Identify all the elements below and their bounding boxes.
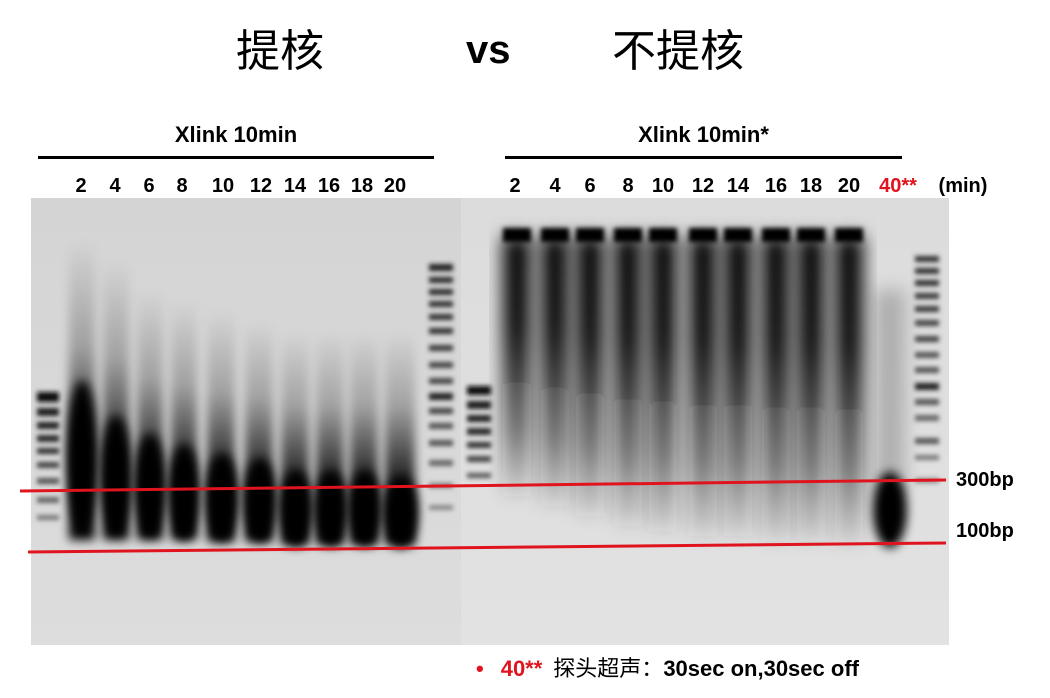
right-lane-label: 12 (691, 175, 715, 197)
marker-300bp: 300bp (956, 469, 1014, 491)
left-lane-label: 8 (176, 175, 188, 197)
marker-100bp: 100bp (956, 520, 1014, 542)
footnote-description: 探头超声： (553, 657, 664, 682)
right-lane-label: 8 (622, 175, 634, 197)
upper-size-line (19, 478, 947, 493)
right-lane-label: 6 (584, 175, 596, 197)
right-lane-label: 4 (549, 175, 561, 197)
lower-size-line (27, 541, 947, 554)
footnote-bullet: • (476, 656, 484, 681)
vs-label: vs (466, 28, 511, 72)
right-lane-label: 16 (764, 175, 788, 197)
left-lane-label: 18 (350, 175, 374, 197)
left-lane-label: 14 (283, 175, 307, 197)
left-lane-label: 4 (109, 175, 121, 197)
left-lane-label: 12 (249, 175, 273, 197)
left-group-bar (38, 156, 434, 159)
right-lane-label: 2 (509, 175, 521, 197)
right-title: 不提核 (612, 26, 744, 77)
left-group-label: Xlink 10min (174, 122, 298, 147)
right-group-label: Xlink 10min* (638, 122, 769, 147)
left-lane-label: 20 (383, 175, 407, 197)
left-lane-label: 6 (143, 175, 155, 197)
right-lane-label: 18 (799, 175, 823, 197)
footnote: • 40** 探头超声：30sec on,30sec off (476, 658, 859, 681)
left-lane-label: 16 (317, 175, 341, 197)
right-lane-label: 20 (837, 175, 861, 197)
right-group-bar (505, 156, 902, 159)
right-lane-label: 14 (726, 175, 750, 197)
right-lane-label: 10 (651, 175, 675, 197)
time-unit-label: (min) (938, 175, 988, 197)
footnote-spec: 30sec on,30sec off (663, 656, 859, 681)
left-lane-label: 10 (211, 175, 235, 197)
left-lane-label: 2 (75, 175, 87, 197)
right-lane-label-40: 40** (879, 175, 917, 197)
footnote-key: 40** (500, 656, 543, 681)
left-title: 提核 (236, 26, 324, 77)
